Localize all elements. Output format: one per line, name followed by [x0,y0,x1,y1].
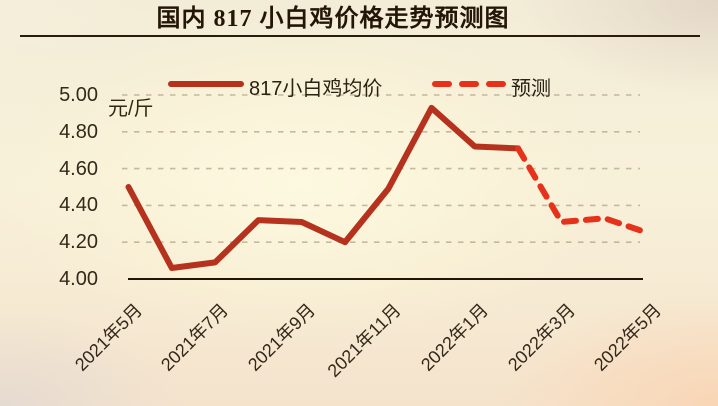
x-axis-tick-label: 2021年7月 [156,299,232,375]
dash-segment [486,81,506,87]
legend-solid-line-swatch [168,81,244,87]
dash-segment [432,81,452,87]
x-axis-tick-label: 2021年5月 [70,299,146,375]
x-axis-tick-label: 2021年9月 [243,299,319,375]
x-axis-tick-label: 2021年11月 [323,299,405,381]
x-axis-tick-label: 2022年1月 [416,299,492,375]
legend-average-label: 817小白鸡均价 [249,78,383,100]
y-axis-tick-label: 4.00 [59,268,98,290]
y-axis-unit-label: 元/斤 [108,98,154,120]
legend-forecast-label: 预测 [511,78,551,100]
x-axis-tick-label: 2022年3月 [503,299,579,375]
price-line [125,104,522,271]
x-axis-tick-label: 2022年5月 [589,299,665,375]
chart-title: 国内 817 小白鸡价格走势预测图 [156,6,510,32]
dash-segment [459,81,479,87]
y-axis-tick-label: 5.00 [59,84,98,106]
legend-dashed-line-swatch [432,81,506,87]
y-axis-tick-label: 4.60 [59,158,98,180]
forecast-line [515,145,651,236]
y-axis-tick-label: 4.40 [59,194,98,216]
title-underline [20,35,700,37]
y-axis-tick-label: 4.20 [59,231,98,253]
y-axis-tick-label: 4.80 [59,121,98,143]
